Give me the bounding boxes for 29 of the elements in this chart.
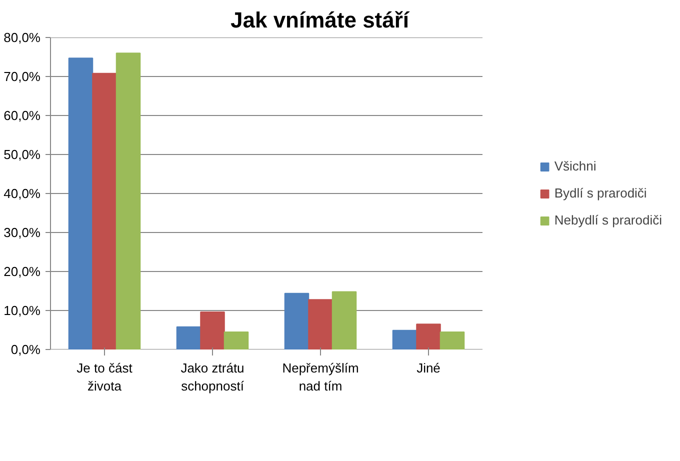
bar xyxy=(176,326,202,350)
x-tick-label: Je to část života xyxy=(76,360,133,394)
bar xyxy=(416,324,441,350)
y-tick-label: 70,0% xyxy=(4,69,41,84)
x-tick-label: Jako ztrátu schopností xyxy=(180,360,244,394)
y-tick-label: 20,0% xyxy=(4,264,41,279)
x-tick-label: Jiné xyxy=(416,360,440,376)
legend-label: Bydlí s prarodiči xyxy=(554,186,647,200)
bar xyxy=(116,52,141,350)
legend-label: Všichni xyxy=(554,158,596,174)
bar xyxy=(92,72,117,350)
y-tick-label: 30,0% xyxy=(4,225,41,240)
bar xyxy=(68,58,94,350)
y-tick-label: 0,0% xyxy=(10,342,41,357)
bar xyxy=(332,291,357,350)
bar xyxy=(392,330,418,350)
y-tick-label: 50,0% xyxy=(4,147,41,162)
legend-label: Nebydlí s prarodiči xyxy=(554,212,662,228)
x-tick-label: Nepřemýšlím nad tím xyxy=(282,360,359,394)
bar xyxy=(440,331,465,350)
bar xyxy=(200,312,225,350)
y-tick-label: 80,0% xyxy=(4,30,41,45)
chart-title: Jak vnímáte stáří xyxy=(230,8,410,32)
bar xyxy=(308,299,333,350)
y-tick-label: 40,0% xyxy=(4,186,41,201)
y-tick-label: 60,0% xyxy=(4,108,41,123)
bar xyxy=(284,292,310,350)
y-tick-label: 10,0% xyxy=(4,303,41,318)
bar xyxy=(224,331,249,350)
